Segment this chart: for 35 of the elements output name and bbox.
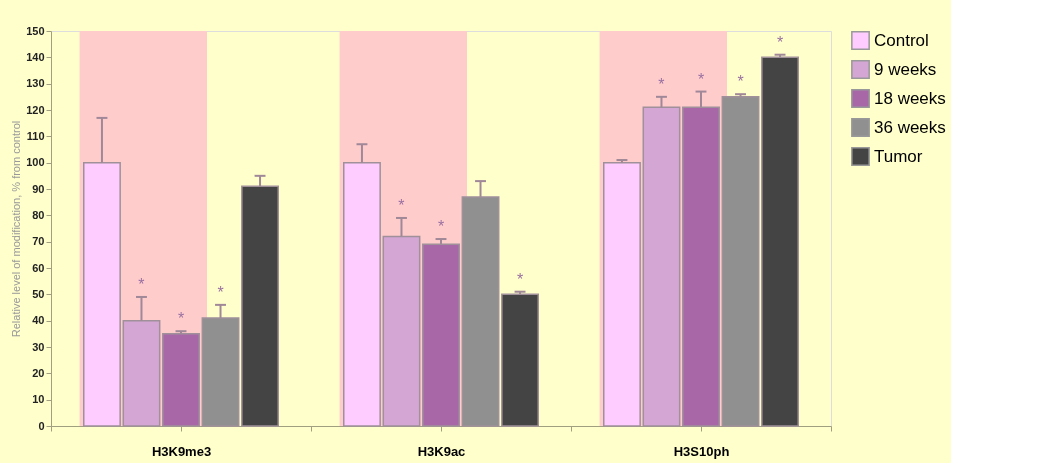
data-label: *: [138, 275, 145, 293]
data-label: *: [658, 75, 665, 93]
y-tick-label: 50: [32, 287, 45, 300]
y-tick-label: 90: [32, 182, 45, 195]
legend-label: Control: [874, 30, 929, 50]
y-tick-label: 140: [26, 50, 45, 63]
legend-label: 36 weeks: [874, 117, 946, 137]
x-tick-label: H3K9ac: [417, 443, 466, 459]
y-tick-label: 60: [32, 261, 45, 274]
data-label: *: [697, 70, 705, 88]
data-label: *: [177, 310, 185, 328]
y-tick-label: 120: [26, 103, 45, 116]
legend-label: Tumor: [874, 146, 923, 166]
x-tick-label: H3K9me3: [151, 443, 212, 459]
legend-label: 18 weeks: [874, 88, 946, 108]
y-tick-label: 20: [32, 366, 45, 379]
data-label: *: [737, 73, 744, 91]
y-tick-label: 150: [26, 24, 45, 37]
y-tick-label: 30: [32, 340, 45, 353]
y-tick-label: 130: [26, 77, 45, 90]
data-label: *: [398, 196, 405, 214]
y-tick-label: 0: [38, 419, 45, 432]
data-label: *: [776, 33, 784, 51]
data-label: *: [217, 283, 224, 301]
x-tick-label: H3S10ph: [673, 443, 730, 459]
y-tick-label: 70: [32, 235, 45, 248]
legend-label: 9 weeks: [874, 59, 937, 79]
y-tick-label: 100: [26, 156, 45, 169]
y-tick-label: 110: [26, 129, 45, 142]
y-tick-label: 10: [32, 393, 45, 406]
data-label: *: [437, 218, 445, 236]
y-tick-label: 40: [32, 314, 45, 327]
data-label: *: [516, 270, 524, 288]
y-tick-label: 80: [32, 208, 45, 221]
y-axis-title: Relative level of modification, % from control: [10, 120, 23, 338]
